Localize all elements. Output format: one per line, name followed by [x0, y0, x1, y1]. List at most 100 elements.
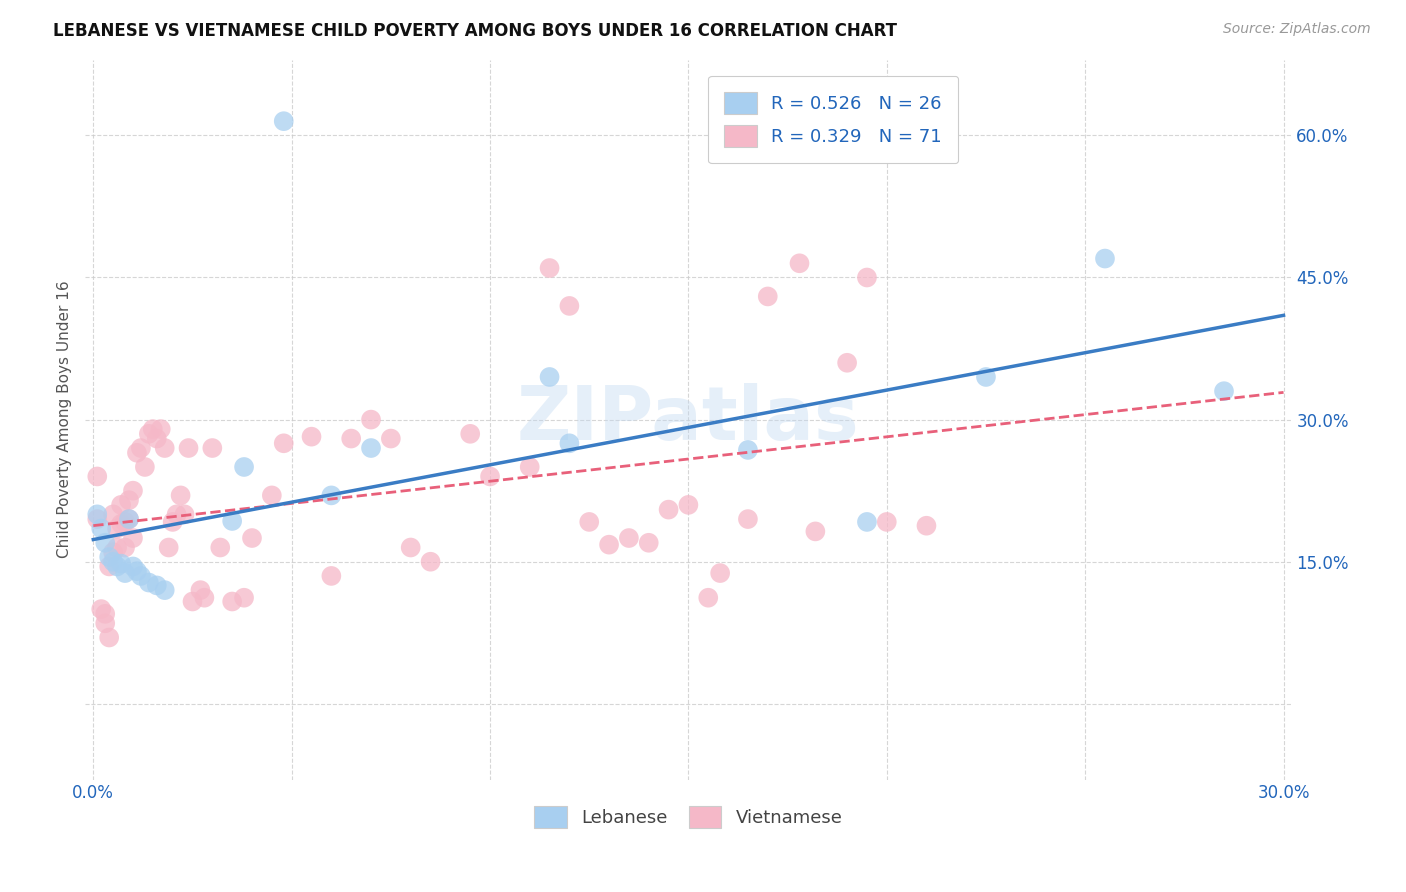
Point — [98, 559, 121, 574]
Point — [737, 512, 759, 526]
Point — [149, 422, 172, 436]
Point — [118, 512, 141, 526]
Point — [90, 522, 112, 536]
Point — [538, 260, 561, 275]
Point — [125, 446, 148, 460]
Point — [190, 583, 212, 598]
Point — [105, 522, 128, 536]
Point — [804, 524, 827, 539]
Point — [118, 493, 141, 508]
Point — [98, 631, 121, 645]
Point — [146, 578, 169, 592]
Point — [94, 607, 117, 621]
Point — [360, 441, 382, 455]
Point — [101, 555, 124, 569]
Point — [101, 508, 124, 522]
Point — [105, 559, 128, 574]
Point — [558, 299, 581, 313]
Point — [173, 508, 195, 522]
Point — [142, 422, 165, 436]
Point — [240, 531, 263, 545]
Legend: Lebanese, Vietnamese: Lebanese, Vietnamese — [527, 799, 851, 836]
Point — [153, 583, 176, 598]
Point — [658, 502, 681, 516]
Point — [876, 515, 898, 529]
Text: ZIPatlas: ZIPatlas — [517, 383, 859, 456]
Point — [856, 515, 879, 529]
Point — [101, 545, 124, 559]
Point — [146, 432, 169, 446]
Point — [915, 518, 938, 533]
Point — [193, 591, 215, 605]
Point — [301, 430, 323, 444]
Point — [756, 289, 779, 303]
Point — [129, 441, 152, 455]
Point — [157, 541, 180, 555]
Point — [273, 436, 295, 450]
Point — [86, 469, 108, 483]
Point — [598, 538, 620, 552]
Point — [98, 549, 121, 564]
Point — [122, 483, 145, 498]
Point — [110, 498, 132, 512]
Point — [122, 531, 145, 545]
Point — [974, 370, 997, 384]
Point — [321, 569, 343, 583]
Point — [153, 441, 176, 455]
Point — [138, 426, 160, 441]
Point — [221, 594, 243, 608]
Point — [558, 436, 581, 450]
Y-axis label: Child Poverty Among Boys Under 16: Child Poverty Among Boys Under 16 — [58, 281, 72, 558]
Point — [617, 531, 640, 545]
Point — [538, 370, 561, 384]
Point — [90, 602, 112, 616]
Point — [835, 356, 858, 370]
Point — [138, 575, 160, 590]
Point — [110, 557, 132, 571]
Text: Source: ZipAtlas.com: Source: ZipAtlas.com — [1223, 22, 1371, 37]
Point — [856, 270, 879, 285]
Point — [209, 541, 232, 555]
Point — [221, 514, 243, 528]
Point — [177, 441, 200, 455]
Point — [114, 566, 136, 580]
Point — [181, 594, 204, 608]
Point — [399, 541, 422, 555]
Point — [697, 591, 720, 605]
Point — [737, 442, 759, 457]
Point — [578, 515, 600, 529]
Point — [709, 566, 731, 580]
Point — [125, 564, 148, 578]
Point — [110, 516, 132, 531]
Point — [380, 432, 402, 446]
Point — [340, 432, 363, 446]
Point — [519, 460, 541, 475]
Point — [114, 515, 136, 529]
Point — [86, 512, 108, 526]
Point — [789, 256, 811, 270]
Point — [166, 508, 188, 522]
Point — [122, 559, 145, 574]
Point — [479, 469, 502, 483]
Point — [118, 512, 141, 526]
Point — [162, 515, 184, 529]
Point — [360, 412, 382, 426]
Point — [233, 460, 256, 475]
Point — [458, 426, 481, 441]
Text: LEBANESE VS VIETNAMESE CHILD POVERTY AMONG BOYS UNDER 16 CORRELATION CHART: LEBANESE VS VIETNAMESE CHILD POVERTY AMO… — [53, 22, 897, 40]
Point — [94, 535, 117, 549]
Point — [169, 488, 191, 502]
Point — [233, 591, 256, 605]
Point — [678, 498, 700, 512]
Point — [419, 555, 441, 569]
Point — [129, 569, 152, 583]
Point — [1213, 384, 1236, 399]
Point — [260, 488, 283, 502]
Point — [105, 541, 128, 555]
Point — [94, 616, 117, 631]
Point — [86, 508, 108, 522]
Point — [637, 535, 659, 549]
Point — [114, 541, 136, 555]
Point — [134, 460, 156, 475]
Point — [273, 114, 295, 128]
